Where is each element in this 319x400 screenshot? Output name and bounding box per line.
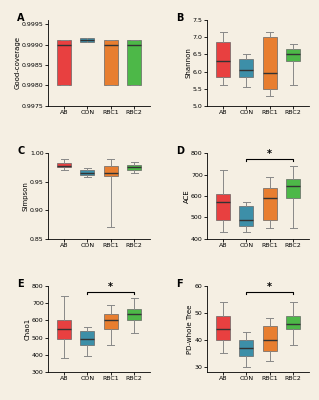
Text: *: *: [108, 282, 113, 292]
PathPatch shape: [127, 309, 141, 320]
Y-axis label: ACE: ACE: [183, 189, 189, 203]
Y-axis label: Good-coverage: Good-coverage: [15, 36, 20, 90]
Y-axis label: Shannon: Shannon: [185, 48, 191, 78]
PathPatch shape: [127, 40, 141, 86]
Text: A: A: [17, 13, 25, 23]
Text: B: B: [176, 13, 183, 23]
PathPatch shape: [240, 340, 254, 356]
PathPatch shape: [263, 37, 277, 89]
PathPatch shape: [263, 326, 277, 350]
PathPatch shape: [80, 170, 94, 175]
Text: *: *: [267, 282, 272, 292]
Text: D: D: [176, 146, 184, 156]
PathPatch shape: [80, 331, 94, 345]
PathPatch shape: [104, 314, 118, 329]
PathPatch shape: [104, 40, 118, 86]
PathPatch shape: [57, 40, 71, 86]
PathPatch shape: [240, 60, 254, 77]
Y-axis label: Chao1: Chao1: [25, 318, 31, 340]
PathPatch shape: [216, 316, 230, 340]
PathPatch shape: [240, 206, 254, 226]
PathPatch shape: [127, 164, 141, 170]
Text: C: C: [17, 146, 24, 156]
PathPatch shape: [216, 42, 230, 77]
PathPatch shape: [286, 316, 300, 329]
PathPatch shape: [263, 188, 277, 220]
PathPatch shape: [104, 166, 118, 176]
PathPatch shape: [57, 320, 71, 339]
PathPatch shape: [57, 163, 71, 167]
Text: F: F: [176, 279, 183, 289]
Text: *: *: [267, 149, 272, 159]
PathPatch shape: [286, 49, 300, 61]
Y-axis label: PD-whole Tree: PD-whole Tree: [188, 304, 193, 354]
Text: E: E: [17, 279, 24, 289]
Y-axis label: Simpson: Simpson: [23, 181, 28, 211]
PathPatch shape: [286, 179, 300, 198]
PathPatch shape: [216, 194, 230, 220]
PathPatch shape: [80, 38, 94, 42]
